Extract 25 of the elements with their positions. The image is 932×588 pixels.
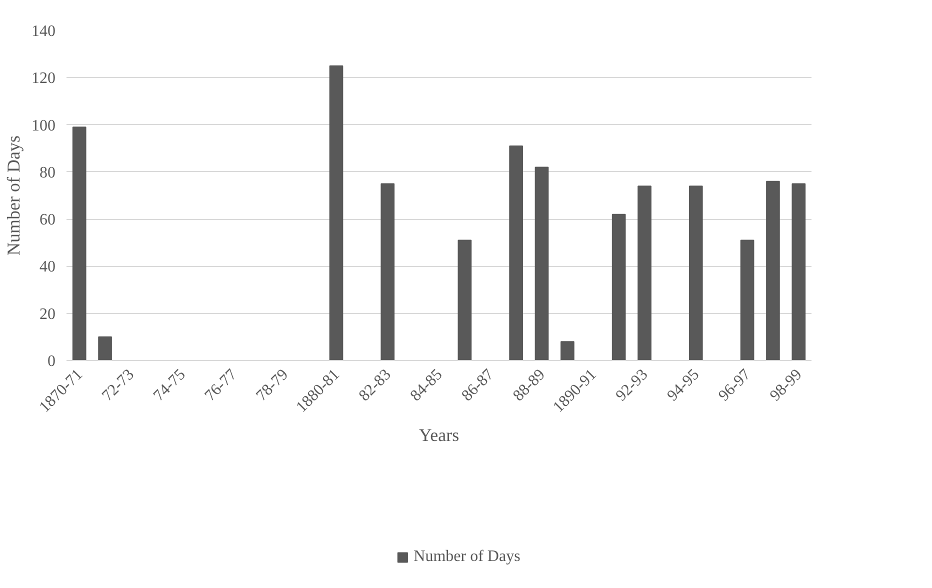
y-tick-label: 80 bbox=[40, 164, 56, 182]
bar bbox=[458, 240, 472, 360]
legend-label: Number of Days bbox=[414, 548, 520, 566]
y-tick-label: 140 bbox=[32, 23, 56, 40]
bar bbox=[766, 180, 780, 360]
y-tick-label: 20 bbox=[40, 306, 56, 323]
bar bbox=[534, 166, 549, 360]
y-tick-label: 60 bbox=[40, 212, 56, 229]
bar bbox=[792, 183, 806, 360]
bar bbox=[329, 65, 344, 360]
bar bbox=[380, 183, 395, 360]
y-tick-label: 40 bbox=[40, 258, 56, 276]
bar bbox=[509, 146, 523, 360]
bar bbox=[740, 240, 754, 360]
y-tick-label: 120 bbox=[32, 70, 56, 88]
y-tick-label: 100 bbox=[32, 117, 56, 134]
bar bbox=[72, 126, 86, 360]
bar bbox=[688, 186, 703, 360]
y-axis-title: Number of Days bbox=[4, 136, 24, 256]
bar bbox=[560, 341, 574, 360]
bar bbox=[98, 336, 112, 360]
x-axis-title: Years bbox=[418, 424, 460, 445]
bar bbox=[638, 186, 652, 360]
bar bbox=[612, 214, 626, 360]
y-tick-label: 0 bbox=[48, 353, 56, 370]
